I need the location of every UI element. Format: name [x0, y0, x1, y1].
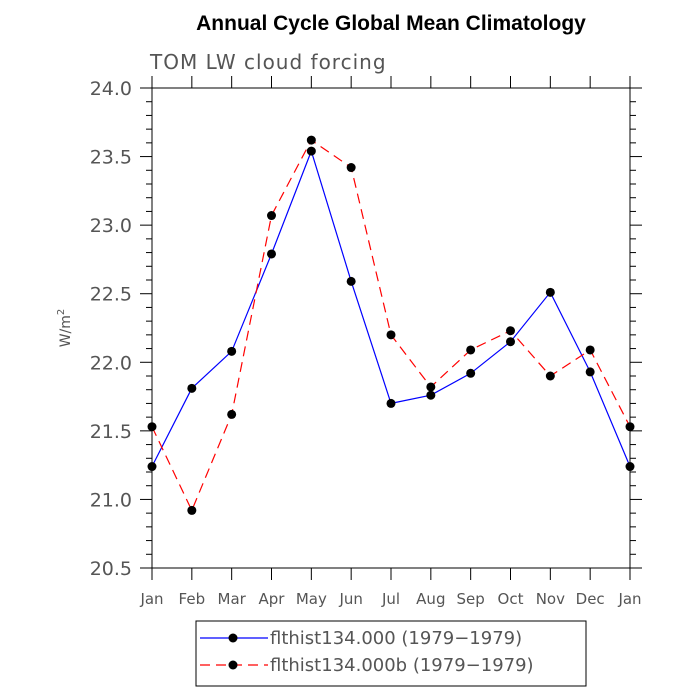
chart-title: Annual Cycle Global Mean Climatology	[196, 12, 586, 35]
series-1-point	[187, 383, 197, 393]
series-line-1	[151, 149, 631, 467]
legend-marker-1	[228, 633, 238, 643]
x-tick-label: Mar	[218, 590, 247, 608]
x-tick-label: Dec	[576, 590, 605, 608]
chart-subtitle: TOM LW cloud forcing	[149, 50, 387, 74]
series-2-point	[426, 382, 436, 392]
legend-label-2: flthist134.000b (1979−1979)	[270, 655, 534, 676]
x-tick-label: Aug	[416, 590, 445, 608]
series-1-point	[386, 398, 396, 408]
x-tick-label: Jun	[338, 590, 362, 608]
series-1-point	[625, 462, 635, 472]
y-tick-label: 21.5	[90, 421, 132, 443]
series-line-2	[151, 139, 631, 512]
y-tick-label: 22.0	[90, 352, 132, 374]
x-tick-label: Jan	[139, 590, 163, 608]
series-2-point	[585, 345, 595, 355]
series-1-point	[306, 146, 316, 156]
y-axis: 20.5 21.0 21.5 22.0 22.5 23.0 23.5 24.0	[90, 78, 642, 580]
series-2-point	[506, 326, 515, 336]
series-2-point	[227, 409, 237, 419]
plot-frame	[151, 87, 631, 569]
series-1-point	[585, 367, 595, 377]
series-2-point	[346, 163, 356, 173]
legend-marker-2	[228, 660, 238, 670]
series-2-point	[386, 330, 396, 340]
series-1-point	[466, 368, 476, 378]
legend-label-1: flthist134.000 (1979−1979)	[270, 628, 522, 649]
x-axis: Jan Feb Mar Apr May Jun Jul Aug Sep Oct Nov Dec Jan	[139, 76, 642, 608]
y-axis-label: W/m2	[56, 309, 74, 348]
x-tick-label: Jul	[381, 590, 400, 608]
x-tick-label: Sep	[457, 590, 485, 608]
series-2-point	[625, 422, 635, 432]
series-2-point	[466, 345, 476, 355]
x-tick-label: Oct	[498, 590, 524, 608]
legend: flthist134.000 (1979−1979) flthist134.000…	[195, 620, 587, 687]
series-1-point	[506, 337, 515, 347]
series-layer	[147, 135, 635, 515]
y-tick-label: 21.0	[90, 489, 132, 511]
series-2-point	[306, 135, 316, 145]
series-2-point	[147, 422, 157, 432]
series-2-point	[545, 371, 555, 381]
y-tick-label: 22.5	[90, 284, 132, 306]
x-tick-label: Jan	[617, 590, 641, 608]
series-1-point	[346, 276, 356, 286]
series-2-point	[267, 211, 276, 221]
y-tick-label: 23.5	[90, 147, 132, 169]
x-tick-label: Apr	[259, 590, 286, 608]
x-tick-label: Nov	[536, 590, 565, 608]
legend-frame	[195, 620, 587, 687]
y-tick-label: 20.5	[90, 558, 132, 580]
y-tick-label: 23.0	[90, 215, 132, 237]
x-tick-label: May	[296, 590, 327, 608]
series-1-point	[147, 462, 157, 472]
x-tick-label: Feb	[179, 590, 206, 608]
series-1-point	[267, 249, 276, 259]
y-tick-label: 24.0	[90, 78, 132, 100]
series-1-point	[227, 346, 237, 356]
series-2-point	[187, 505, 197, 515]
series-1-point	[545, 287, 555, 297]
series-1-point	[426, 390, 436, 400]
